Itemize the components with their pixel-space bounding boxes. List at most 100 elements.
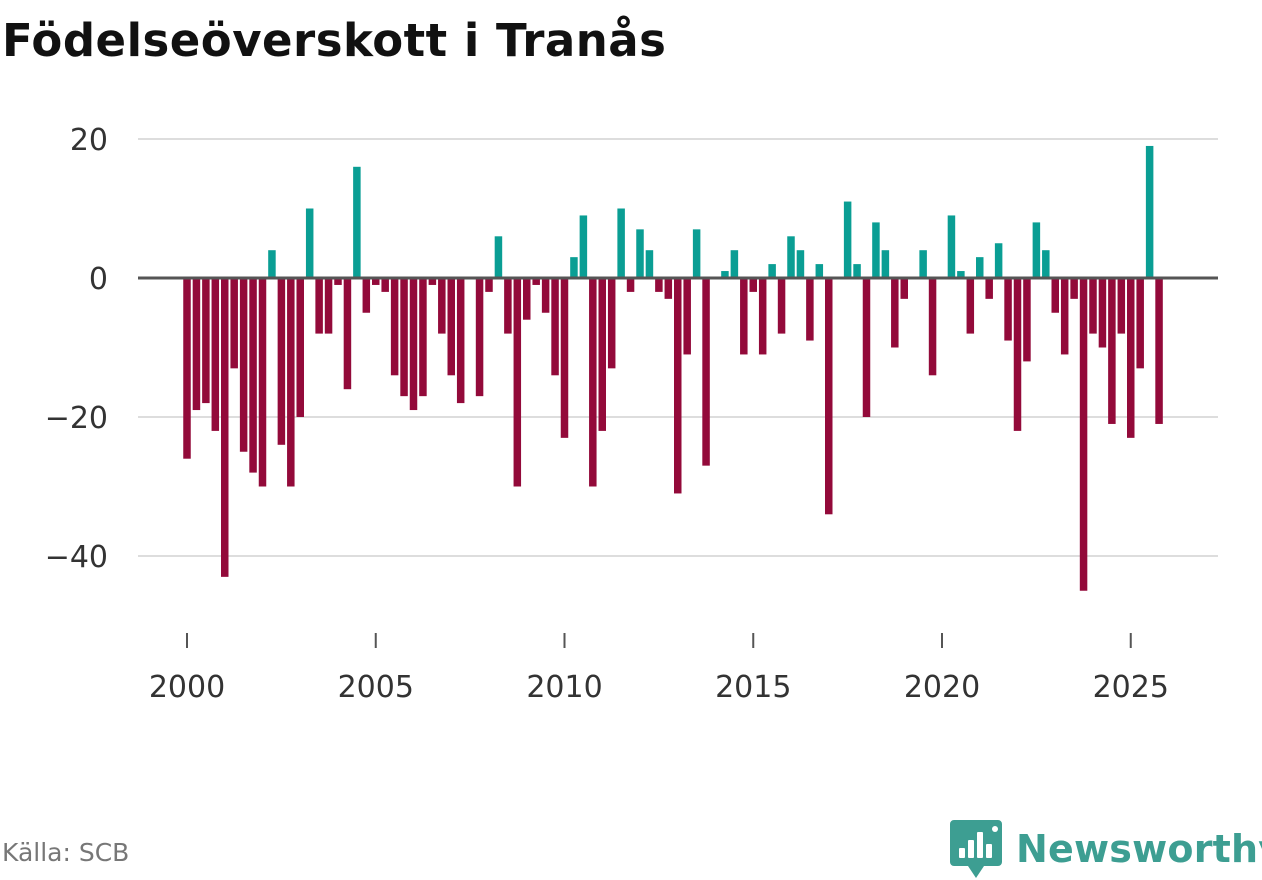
bar-negative (183, 278, 191, 459)
bar-negative (560, 278, 569, 438)
bar-negative (1013, 278, 1022, 431)
chart-title: Födelseöverskott i Tranås (2, 14, 667, 67)
bar-negative (485, 278, 493, 292)
bar-positive (881, 250, 890, 278)
bar-negative (589, 278, 597, 487)
bar-negative (409, 278, 418, 411)
bar-positive (796, 250, 805, 278)
bar-negative (523, 278, 531, 320)
bar-positive (853, 264, 861, 278)
bar-negative (825, 278, 833, 515)
bar-negative (258, 278, 267, 487)
bar-positive (617, 208, 625, 278)
bar-negative (296, 278, 304, 417)
x-tick-label: 2005 (338, 670, 414, 705)
bar-negative (551, 278, 559, 376)
axes: 20 0 −20 −40 2000 2005 2010 2015 2020 2025 (45, 123, 1218, 705)
newsworthy-logo-icon (950, 820, 1002, 878)
bar-negative (372, 278, 380, 285)
bar-negative (400, 278, 408, 397)
bar-negative (428, 278, 437, 285)
bar-negative (900, 278, 908, 299)
bar-positive (872, 222, 880, 278)
bar-negative (1117, 278, 1126, 334)
bar-negative (806, 278, 814, 341)
bar-positive (768, 264, 776, 278)
x-tick-label: 2020 (904, 670, 980, 705)
y-tick-label: 20 (70, 123, 108, 158)
bar-negative (928, 278, 937, 376)
bar-negative (324, 278, 333, 334)
bar-negative (532, 278, 540, 285)
bar-negative (777, 278, 786, 334)
bar-positive (730, 250, 739, 278)
bar-negative (211, 278, 220, 431)
brand-name: Newsworthy (1016, 827, 1262, 871)
bar-negative (1127, 278, 1135, 438)
x-tick-label: 2010 (526, 670, 602, 705)
bar-positive (787, 236, 795, 278)
bar-positive (645, 250, 654, 278)
bar-positive (692, 229, 701, 278)
bar-positive (570, 257, 578, 278)
bar-negative (683, 278, 691, 355)
bar-negative (287, 278, 295, 487)
bar-positive (1145, 145, 1154, 278)
bar-positive (494, 236, 503, 278)
bar-positive (1032, 222, 1041, 278)
bar-negative (674, 278, 682, 494)
bar-positive (579, 215, 588, 278)
bar-negative (1060, 278, 1069, 355)
bar-negative (985, 278, 993, 299)
bar-positive (843, 201, 852, 278)
bar-negative (1108, 278, 1116, 424)
bar-positive (353, 166, 361, 278)
bar-negative (202, 278, 210, 404)
bar-negative (1004, 278, 1012, 341)
bar-negative (1079, 278, 1088, 591)
bar-negative (664, 278, 673, 299)
bar-negative (456, 278, 465, 404)
bar-negative (513, 278, 522, 487)
bar-negative (1098, 278, 1107, 348)
bar-negative (239, 278, 248, 452)
bar-negative (475, 278, 484, 397)
bar-positive (957, 271, 965, 278)
bar-negative (504, 278, 512, 334)
bar-negative (221, 278, 229, 577)
bar-positive (305, 208, 314, 278)
bar-negative (541, 278, 550, 313)
x-tick-label: 2025 (1093, 670, 1169, 705)
bar-negative (249, 278, 257, 473)
y-tick-label: −20 (45, 401, 108, 436)
bar-negative (1051, 278, 1059, 313)
x-tick-label: 2015 (715, 670, 791, 705)
bar-positive (815, 264, 824, 278)
bar-negative (598, 278, 606, 431)
bar-negative (447, 278, 455, 376)
bar-negative (315, 278, 323, 334)
bar-positive (919, 250, 927, 278)
bar-negative (334, 278, 342, 285)
bar-negative (381, 278, 389, 292)
y-tick-label: 0 (89, 262, 108, 297)
bar-negative (1155, 278, 1163, 424)
bar-positive (947, 215, 956, 278)
bar-negative (343, 278, 352, 390)
bar-negative (702, 278, 710, 466)
bar-positive (1042, 250, 1050, 278)
bar-positive (994, 243, 1003, 278)
bar-negative (966, 278, 975, 334)
x-tick-label: 2000 (149, 670, 225, 705)
bar-negative (655, 278, 663, 292)
brand-logo: Newsworthy (950, 818, 1262, 880)
bar-negative (749, 278, 757, 292)
bar-negative (607, 278, 616, 369)
bar-positive (636, 229, 644, 278)
bar-negative (362, 278, 371, 313)
bar-positive (268, 250, 276, 278)
bar-negative (1023, 278, 1031, 362)
source-note: Källa: SCB (2, 838, 130, 867)
bar-negative (626, 278, 635, 292)
